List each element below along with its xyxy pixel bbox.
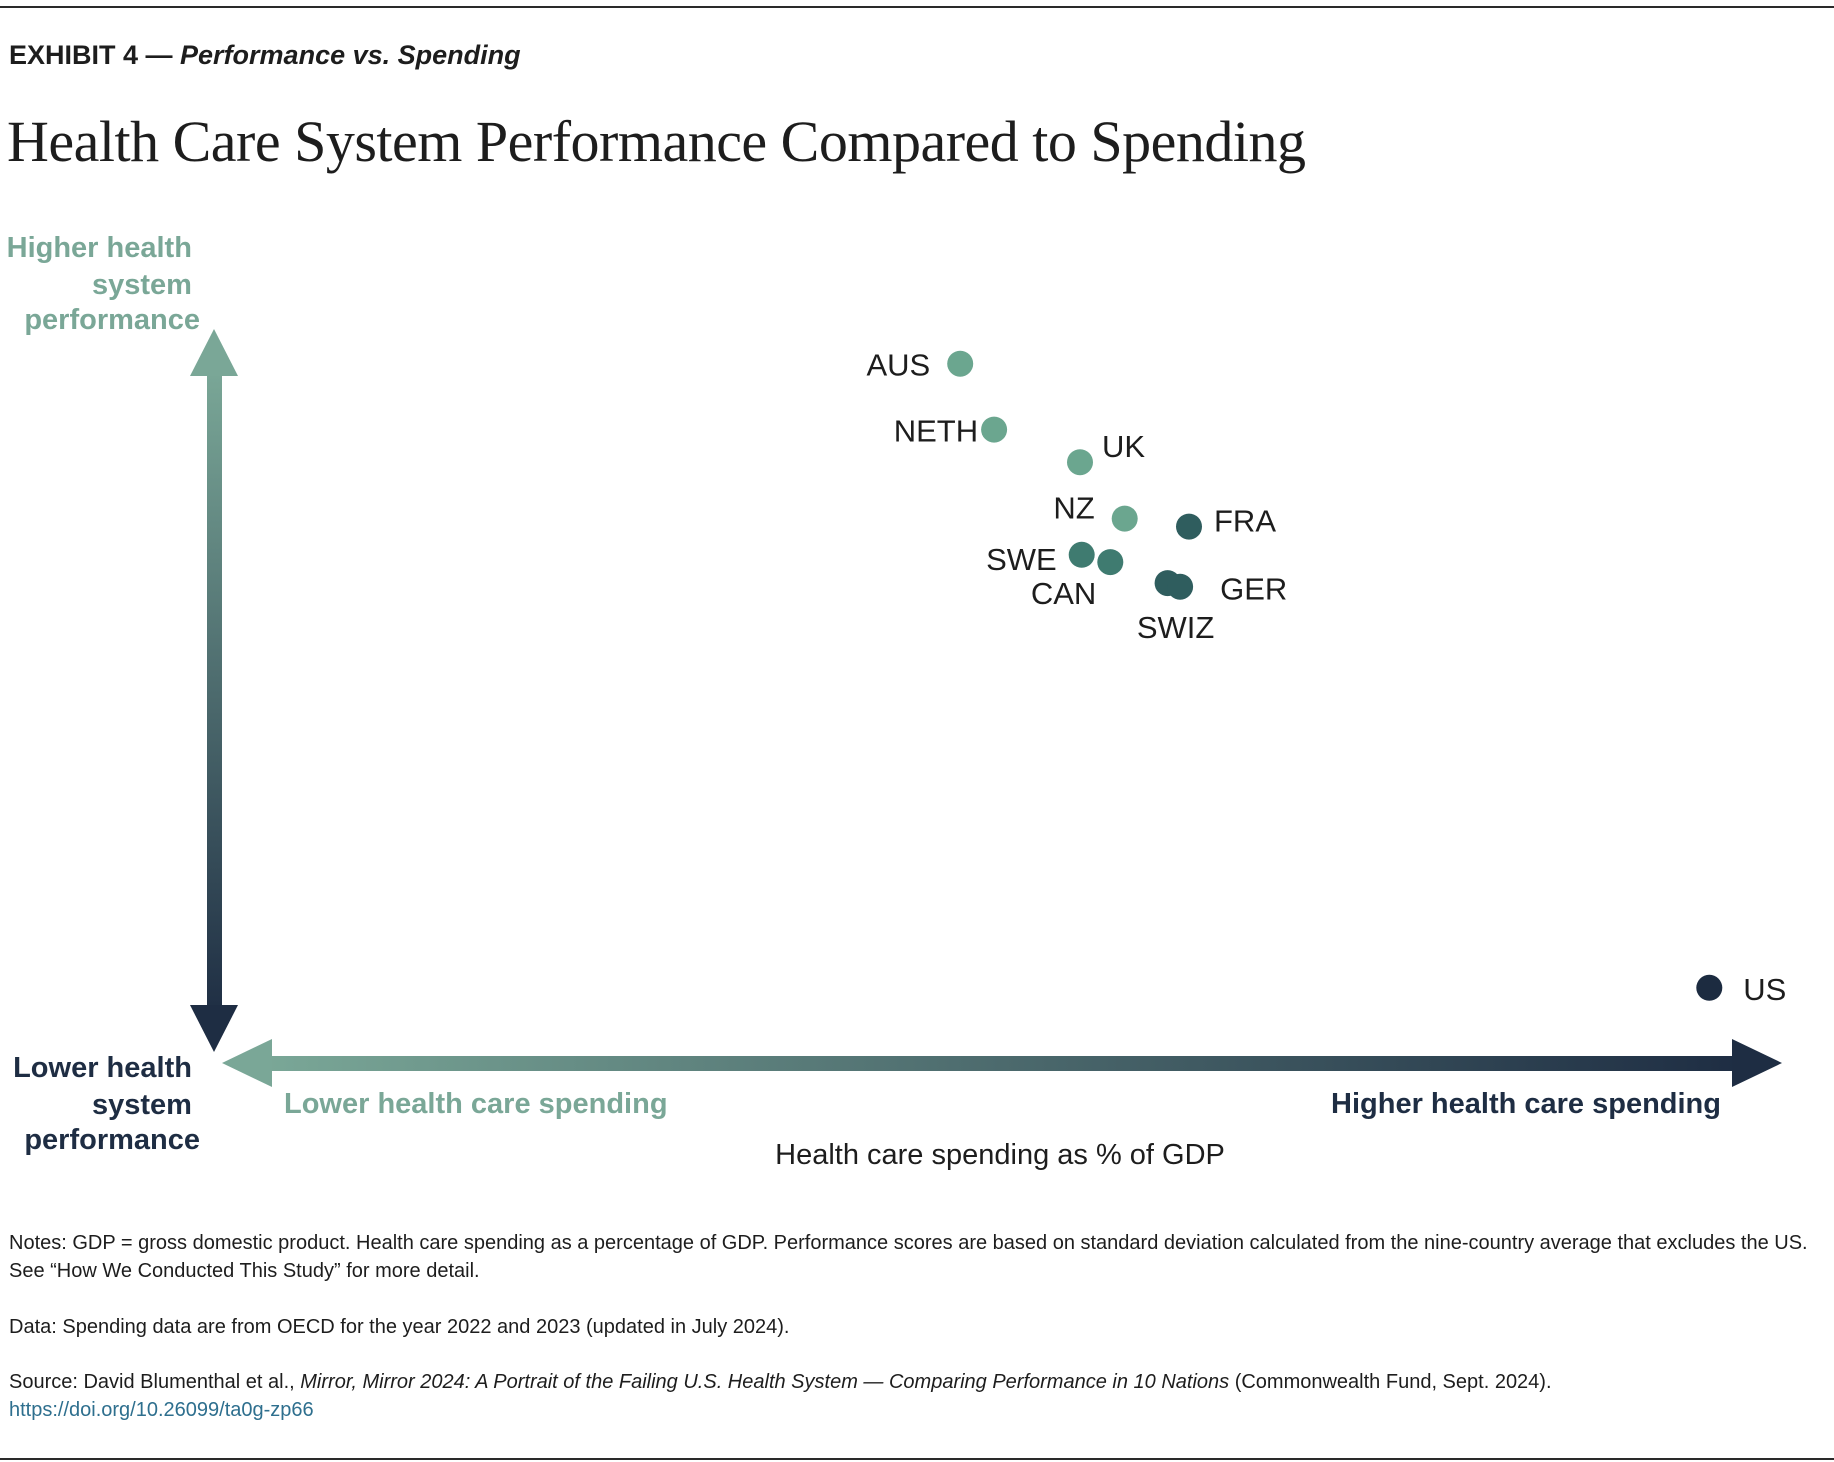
scatter-chart: Higher health system performance Lower h…: [7, 232, 1787, 1171]
point-label-nz: NZ: [1053, 491, 1094, 526]
point-ger: [1167, 573, 1194, 600]
exhibit-label: EXHIBIT 4 — Performance vs. Spending: [9, 40, 521, 71]
source-suffix: (Commonwealth Fund, Sept. 2024).: [1229, 1371, 1552, 1393]
y-axis-high-line-3: performance: [24, 304, 200, 336]
point-label-neth: NETH: [894, 414, 978, 449]
y-axis-high-line-1: Higher health: [7, 232, 192, 264]
x-axis-low-label: Lower health care spending: [284, 1088, 668, 1120]
x-axis-arrowhead-left: [222, 1039, 272, 1087]
point-label-us: US: [1743, 972, 1786, 1007]
y-axis-high-label: Higher health system performance: [7, 232, 200, 336]
point-swe: [1068, 541, 1095, 568]
y-axis-shaft: [207, 370, 222, 1020]
point-label-aus: AUS: [866, 348, 930, 383]
point-label-swiz: SWIZ: [1137, 610, 1215, 645]
y-axis-low-line-1: Lower health: [13, 1052, 192, 1084]
y-axis-high-line-2: system: [92, 269, 192, 301]
point-label-uk: UK: [1102, 429, 1145, 464]
bottom-rule: [0, 1458, 1834, 1460]
point-neth: [981, 416, 1008, 443]
x-axis-arrowhead-right: [1732, 1039, 1782, 1087]
y-axis-arrow: [190, 329, 238, 1052]
data-note: Data: Spending data are from OECD for th…: [9, 1316, 790, 1338]
doi-link[interactable]: https://doi.org/10.26099/ta0g-zp66: [9, 1399, 314, 1421]
page-title: Health Care System Performance Compared …: [7, 109, 1306, 174]
x-axis-shaft: [265, 1056, 1740, 1071]
source-note: Source: David Blumenthal et al., Mirror,…: [9, 1368, 1819, 1424]
notes-text: Notes: GDP = gross domestic product. Hea…: [9, 1232, 1808, 1282]
y-axis-low-line-2: system: [92, 1089, 192, 1121]
exhibit-subtitle: Performance vs. Spending: [180, 40, 521, 70]
y-axis-arrowhead-up: [190, 329, 238, 376]
x-axis-high-label: Higher health care spending: [1331, 1088, 1721, 1120]
point-label-fra: FRA: [1214, 504, 1276, 539]
y-axis-arrowhead-down: [190, 1005, 238, 1052]
point-aus: [947, 350, 974, 377]
x-axis-title: Health care spending as % of GDP: [775, 1139, 1225, 1171]
top-rule: [0, 6, 1834, 8]
x-axis-arrow: [222, 1039, 1782, 1087]
y-axis-low-label: Lower health system performance: [13, 1052, 200, 1156]
point-uk: [1067, 449, 1093, 476]
point-label-ger: GER: [1220, 572, 1287, 607]
point-can: [1097, 549, 1124, 576]
point-fra: [1176, 513, 1202, 540]
point-label-can: CAN: [1031, 576, 1096, 611]
exhibit-number: EXHIBIT 4 —: [9, 40, 181, 70]
source-prefix: Source: David Blumenthal et al.,: [9, 1371, 301, 1393]
point-label-swe: SWE: [986, 542, 1057, 577]
point-nz: [1111, 505, 1138, 532]
y-axis-low-line-3: performance: [24, 1124, 200, 1156]
source-title: Mirror, Mirror 2024: A Portrait of the F…: [300, 1371, 1230, 1393]
point-us: [1696, 974, 1723, 1001]
